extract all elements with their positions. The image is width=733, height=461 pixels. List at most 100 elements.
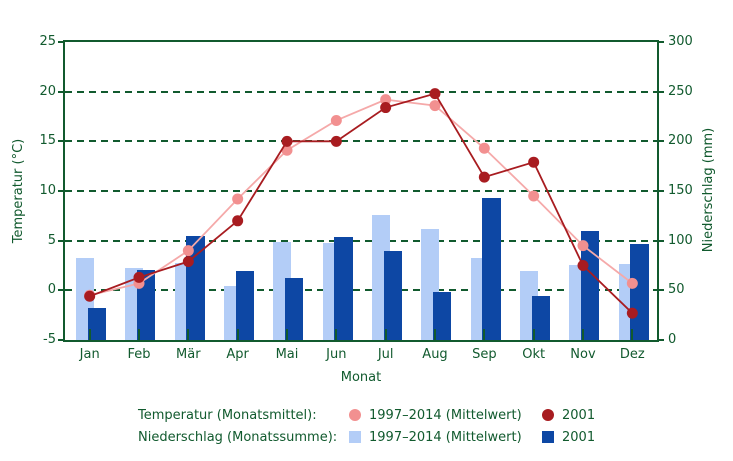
point-temp-2001-sep [478, 171, 490, 183]
x-tick-mai [286, 329, 288, 340]
y-tick-left-15 [58, 140, 63, 143]
legend-entry-precip-mean: 1997–2014 (Mittelwert) [369, 429, 522, 445]
point-temp-mean-apr [232, 193, 244, 205]
y-tick-left-0 [58, 289, 63, 292]
point-temp-mean-nov [577, 240, 589, 252]
y-tick-right-0 [659, 339, 664, 341]
x-tick-label-sep: Sep [472, 347, 497, 362]
x-tick-label-jan: Jan [79, 347, 100, 362]
point-temp-mean-dez [626, 277, 638, 289]
y-tick-label-right-150: 150 [668, 183, 693, 198]
temp-mean-marker-icon [349, 409, 361, 421]
y-tick-label-right-0: 0 [668, 332, 677, 347]
point-temp-2001-jun [330, 135, 342, 147]
bar-precip-2001-sep [482, 197, 501, 340]
y-tick-left--5 [58, 339, 63, 341]
gridline-0 [65, 289, 657, 292]
temp-2001-marker-icon [542, 409, 554, 421]
x-tick-label-jun: Jun [326, 347, 347, 362]
legend-label-temperature: Temperatur (Monatsmittel): [138, 407, 317, 423]
x-axis-title: Monat [340, 370, 382, 385]
line-temp-2001 [89, 92, 633, 314]
point-temp-mean-sep [478, 142, 490, 154]
legend-row-precipitation: Niederschlag (Monatssumme): 1997–2014 (M… [138, 428, 608, 446]
y-tick-label-right-100: 100 [668, 232, 693, 248]
legend-label-precipitation: Niederschlag (Monatssumme): [138, 429, 338, 445]
point-temp-2001-apr [232, 215, 244, 227]
bar-precip-2001-mai [285, 278, 304, 340]
y-tick-label-right-300: 300 [668, 34, 693, 49]
y-tick-label-left-25: 25 [39, 34, 56, 49]
point-temp-mean-okt [528, 190, 540, 202]
x-tick-apr [236, 329, 239, 340]
bar-precip-2001-jun [334, 236, 353, 340]
y-tick-right-50 [659, 289, 664, 292]
x-tick-dez [631, 329, 634, 340]
point-temp-2001-nov [577, 260, 589, 271]
gridline-20 [65, 90, 657, 93]
y-tick-label-left-5: 5 [47, 232, 56, 248]
x-tick-label-feb: Feb [127, 347, 151, 362]
y-tick-right-250 [659, 90, 664, 93]
point-temp-2001-feb [133, 271, 145, 283]
x-tick-mär [187, 329, 190, 340]
x-tick-jul [384, 329, 387, 340]
bar-precip-2001-okt [531, 296, 550, 340]
bar-precip-2001-nov [581, 230, 600, 340]
y-tick-label-right-250: 250 [668, 83, 693, 99]
y-tick-right-100 [659, 239, 664, 242]
point-temp-mean-mai [281, 144, 293, 156]
gridline-10 [65, 190, 657, 192]
y-tick-label-left--5: -5 [43, 332, 56, 347]
y-tick-label-left-20: 20 [39, 83, 56, 99]
y-tick-left-25 [58, 41, 63, 43]
x-tick-feb [138, 329, 140, 340]
bar-precip-2001-apr [235, 271, 254, 340]
point-temp-2001-okt [528, 156, 540, 168]
x-tick-nov [582, 329, 584, 340]
bar-precip-2001-jan [87, 308, 106, 340]
point-temp-2001-dez [626, 307, 638, 319]
y-tick-label-right-50: 50 [668, 282, 685, 298]
point-temp-2001-jul [380, 102, 392, 114]
x-tick-label-mai: Mai [275, 347, 299, 362]
legend-row-temperature: Temperatur (Monatsmittel): 1997–2014 (Mi… [138, 406, 608, 424]
precip-mean-marker-icon [349, 431, 361, 443]
y-tick-label-left-10: 10 [39, 183, 56, 198]
y-tick-label-left-15: 15 [39, 133, 56, 149]
y-tick-right-200 [659, 140, 664, 143]
precip-2001-marker-icon [542, 431, 554, 443]
point-temp-2001-mär [182, 256, 194, 268]
x-tick-label-apr: Apr [226, 347, 249, 362]
temperature-lines [84, 88, 638, 319]
y-tick-left-5 [58, 239, 63, 242]
y-tick-left-10 [58, 190, 63, 192]
x-tick-label-mär: Mär [176, 347, 201, 362]
x-tick-aug [434, 329, 436, 340]
point-temp-2001-aug [429, 88, 441, 100]
x-tick-okt [532, 329, 535, 340]
y-tick-label-left-0: 0 [47, 282, 56, 298]
legend-entry-precip-2001: 2001 [562, 429, 596, 445]
x-tick-label-nov: Nov [570, 347, 596, 362]
legend-entry-temp-2001: 2001 [562, 407, 596, 423]
x-tick-label-aug: Aug [422, 347, 448, 362]
x-tick-jun [335, 329, 338, 340]
y-tick-left-20 [58, 90, 63, 93]
x-tick-jan [88, 329, 91, 340]
point-temp-mean-aug [429, 100, 441, 112]
x-tick-sep [483, 329, 486, 340]
gridline-5 [65, 239, 657, 242]
point-temp-mean-jun [330, 114, 342, 126]
plot-area [65, 42, 657, 340]
gridline-15 [65, 140, 657, 143]
x-tick-label-jul: Jul [377, 347, 394, 362]
bar-precip-2001-aug [433, 292, 452, 340]
point-temp-mean-jul [380, 94, 392, 106]
point-temp-2001-jan [84, 290, 96, 302]
y-tick-label-right-200: 200 [668, 133, 693, 149]
bar-precip-2001-jul [383, 250, 402, 340]
x-tick-label-okt: Okt [522, 347, 546, 362]
point-temp-mean-mär [182, 245, 194, 257]
x-tick-label-dez: Dez [619, 347, 645, 362]
